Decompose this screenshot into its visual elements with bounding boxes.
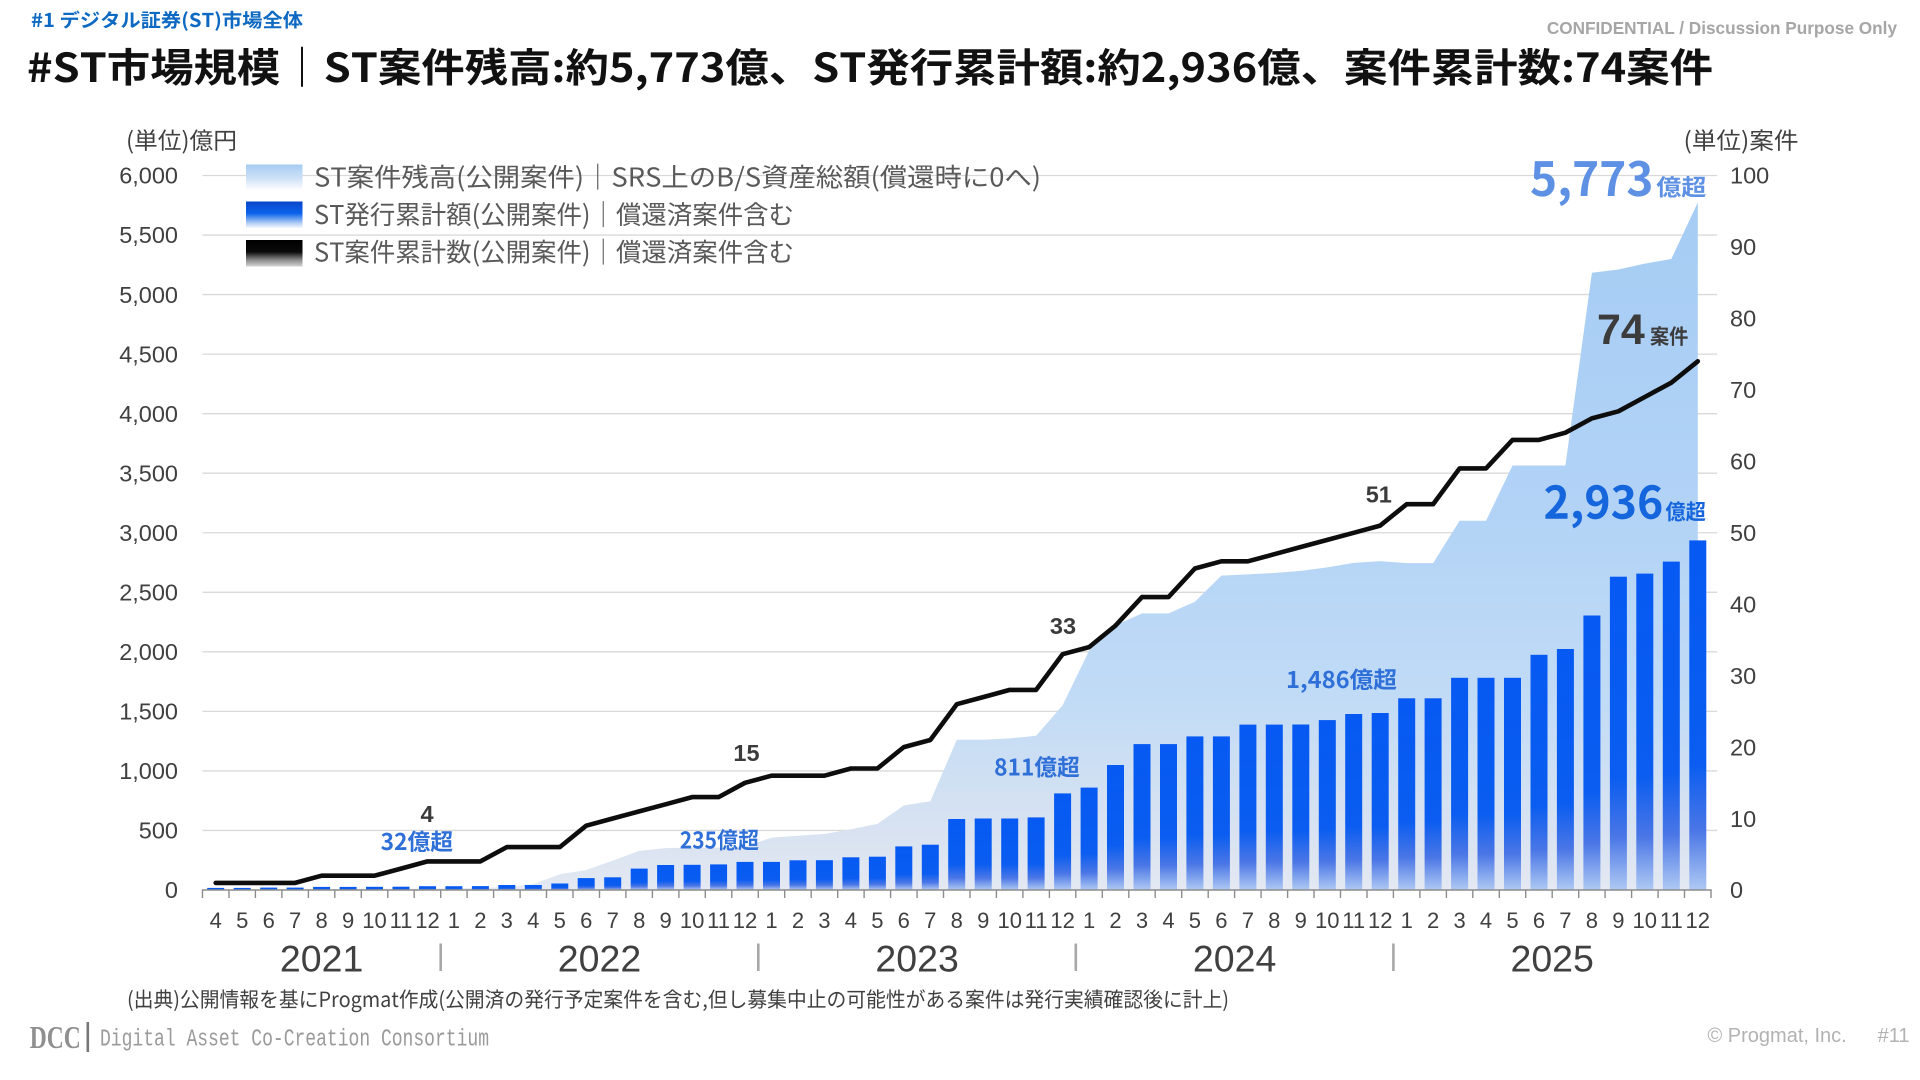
svg-text:3: 3 — [818, 908, 830, 933]
svg-text:33: 33 — [1050, 613, 1076, 639]
svg-text:4: 4 — [527, 908, 539, 933]
svg-text:Digital Asset Co-Creation Cons: Digital Asset Co-Creation Consortium — [100, 1027, 489, 1054]
svg-text:12: 12 — [1050, 908, 1074, 933]
svg-text:500: 500 — [139, 818, 178, 844]
svg-text:1,500: 1,500 — [119, 699, 178, 725]
svg-text:11: 11 — [1660, 908, 1683, 933]
svg-text:1: 1 — [448, 908, 460, 933]
svg-text:2023: 2023 — [875, 938, 958, 980]
svg-text:5,000: 5,000 — [119, 282, 178, 308]
svg-text:3: 3 — [1453, 908, 1465, 933]
svg-text:6,000: 6,000 — [119, 163, 178, 189]
svg-text:2022: 2022 — [558, 938, 641, 980]
svg-text:12: 12 — [415, 908, 439, 933]
svg-text:#11: #11 — [1878, 1025, 1910, 1047]
svg-text:9: 9 — [659, 908, 671, 933]
svg-text:20: 20 — [1730, 734, 1756, 760]
svg-text:1: 1 — [1083, 908, 1095, 933]
svg-text:5: 5 — [236, 908, 248, 933]
svg-text:30: 30 — [1730, 663, 1756, 689]
svg-text:3,500: 3,500 — [119, 460, 178, 486]
svg-text:90: 90 — [1730, 234, 1756, 260]
svg-text:1,000: 1,000 — [119, 758, 178, 784]
svg-text:11: 11 — [1025, 908, 1048, 933]
svg-text:12: 12 — [1686, 908, 1710, 933]
svg-text:15: 15 — [733, 740, 759, 766]
svg-text:7: 7 — [924, 908, 936, 933]
svg-text:5: 5 — [1189, 908, 1201, 933]
svg-text:10: 10 — [1730, 806, 1756, 832]
svg-text:6: 6 — [1533, 908, 1545, 933]
svg-text:11: 11 — [1342, 908, 1365, 933]
svg-text:4: 4 — [210, 908, 222, 933]
svg-text:4,500: 4,500 — [119, 341, 178, 367]
svg-text:7: 7 — [607, 908, 619, 933]
svg-text:2: 2 — [1109, 908, 1121, 933]
svg-text:2,000: 2,000 — [119, 639, 178, 665]
svg-text:2: 2 — [474, 908, 486, 933]
svg-text:60: 60 — [1730, 449, 1756, 475]
svg-text:4: 4 — [1480, 908, 1492, 933]
svg-text:9: 9 — [1295, 908, 1307, 933]
svg-text:7: 7 — [1559, 908, 1571, 933]
svg-text:4: 4 — [420, 801, 433, 827]
svg-text:6: 6 — [580, 908, 592, 933]
svg-text:9: 9 — [1612, 908, 1624, 933]
svg-text:10: 10 — [680, 908, 704, 933]
svg-text:3: 3 — [1136, 908, 1148, 933]
svg-text:9: 9 — [342, 908, 354, 933]
svg-text:10: 10 — [1633, 908, 1657, 933]
svg-text:10: 10 — [1315, 908, 1339, 933]
svg-text:1: 1 — [1401, 908, 1413, 933]
svg-text:9: 9 — [977, 908, 989, 933]
svg-text:2025: 2025 — [1510, 938, 1593, 980]
svg-text:51: 51 — [1366, 482, 1392, 508]
svg-text:8: 8 — [951, 908, 963, 933]
svg-text:10: 10 — [362, 908, 386, 933]
svg-text:5: 5 — [871, 908, 883, 933]
svg-text:7: 7 — [1242, 908, 1254, 933]
svg-text:70: 70 — [1730, 377, 1756, 403]
svg-text:100: 100 — [1730, 163, 1769, 189]
svg-text:11: 11 — [707, 908, 730, 933]
svg-text:1: 1 — [765, 908, 777, 933]
svg-text:8: 8 — [1268, 908, 1280, 933]
svg-text:2,500: 2,500 — [119, 580, 178, 606]
svg-text:12: 12 — [733, 908, 757, 933]
svg-text:5,500: 5,500 — [119, 222, 178, 248]
svg-text:© Progmat, Inc.: © Progmat, Inc. — [1708, 1025, 1847, 1047]
svg-text:8: 8 — [315, 908, 327, 933]
svg-text:0: 0 — [1730, 877, 1743, 903]
svg-text:74: 74 — [1597, 306, 1645, 354]
svg-text:10: 10 — [997, 908, 1021, 933]
svg-text:2: 2 — [792, 908, 804, 933]
svg-text:3,000: 3,000 — [119, 520, 178, 546]
svg-text:DCC: DCC — [30, 1019, 81, 1055]
svg-text:6: 6 — [263, 908, 275, 933]
svg-text:6: 6 — [898, 908, 910, 933]
svg-text:8: 8 — [1586, 908, 1598, 933]
svg-text:4: 4 — [1162, 908, 1174, 933]
svg-text:40: 40 — [1730, 591, 1756, 617]
svg-text:2: 2 — [1427, 908, 1439, 933]
svg-text:3: 3 — [501, 908, 513, 933]
svg-text:12: 12 — [1368, 908, 1392, 933]
svg-text:8: 8 — [633, 908, 645, 933]
svg-text:5: 5 — [1506, 908, 1518, 933]
svg-text:0: 0 — [165, 877, 178, 903]
svg-text:4: 4 — [845, 908, 857, 933]
svg-text:80: 80 — [1730, 306, 1756, 332]
svg-text:6: 6 — [1215, 908, 1227, 933]
svg-text:2024: 2024 — [1193, 938, 1276, 980]
svg-text:2021: 2021 — [280, 938, 363, 980]
svg-text:4,000: 4,000 — [119, 401, 178, 427]
svg-text:CONFIDENTIAL / Discussion Purp: CONFIDENTIAL / Discussion Purpose Only — [1547, 18, 1898, 38]
svg-text:50: 50 — [1730, 520, 1756, 546]
svg-text:5: 5 — [554, 908, 566, 933]
svg-text:7: 7 — [289, 908, 301, 933]
svg-text:11: 11 — [390, 908, 413, 933]
